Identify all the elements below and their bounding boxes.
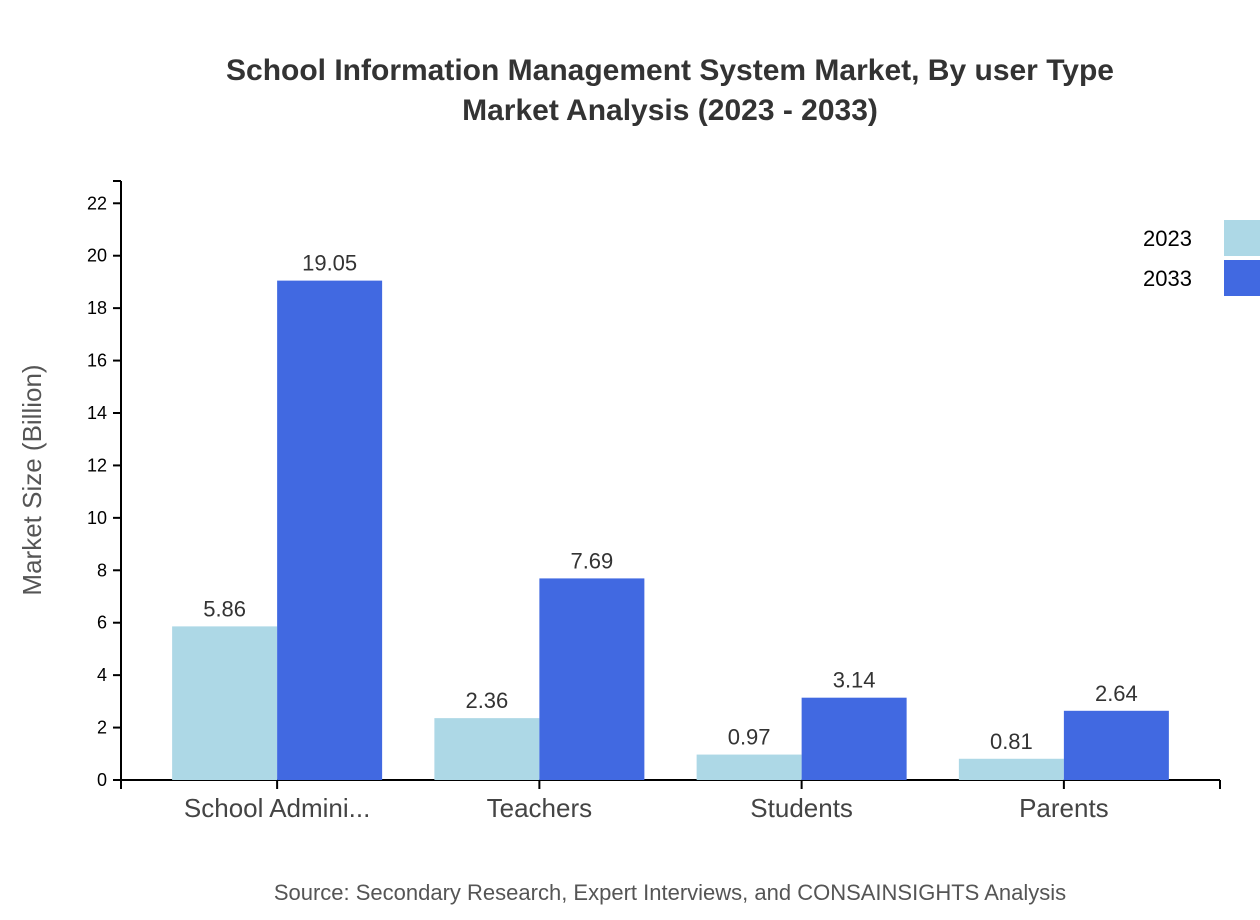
data-label: 19.05: [302, 251, 357, 276]
legend-swatch-2033: [1224, 260, 1260, 296]
y-tick-label: 2: [97, 718, 107, 738]
y-tick-label: 6: [97, 613, 107, 633]
chart-title-line-1: School Information Management System Mar…: [226, 54, 1114, 87]
data-label: 2.64: [1095, 681, 1138, 706]
y-tick-label: 20: [87, 246, 107, 266]
y-tick-label: 12: [87, 455, 107, 475]
x-tick-label: School Admini...: [184, 793, 370, 823]
bar-2023: [696, 754, 802, 780]
y-tick-label: 10: [87, 508, 107, 528]
bars: 5.86 19.05 2.36 7.69 0.97 3.14 0.81 2.64: [172, 251, 1169, 780]
data-label: 5.86: [203, 596, 246, 621]
y-tick-label: 14: [87, 403, 107, 423]
bar-2023: [958, 758, 1064, 780]
x-tick-label: Parents: [1019, 793, 1109, 823]
bar-2023: [172, 626, 278, 780]
source-note: Source: Secondary Research, Expert Inter…: [274, 880, 1066, 905]
data-label: 2.36: [465, 688, 508, 713]
y-tick-label: 22: [87, 193, 107, 213]
bar-2023: [434, 718, 540, 780]
y-tick-label: 4: [97, 665, 107, 685]
x-tick-label: Teachers: [487, 793, 593, 823]
data-label: 0.81: [990, 729, 1033, 754]
bar-2033: [539, 578, 645, 780]
y-axis-label: Market Size (Billion): [17, 364, 47, 595]
data-label: 7.69: [570, 548, 613, 573]
bar-2033: [801, 697, 907, 780]
chart-title-line-2: Market Analysis (2023 - 2033): [462, 94, 878, 127]
y-tick-label: 8: [97, 560, 107, 580]
legend-label: 2023: [1143, 226, 1192, 251]
legend: 2023 2033: [1143, 220, 1260, 296]
legend-swatch-2023: [1224, 220, 1260, 256]
y-tick-label: 0: [97, 770, 107, 790]
x-tick-label: Students: [750, 793, 853, 823]
bar-2033: [1063, 710, 1169, 780]
data-label: 3.14: [833, 668, 876, 693]
bar-2033: [277, 280, 383, 780]
y-tick-label: 16: [87, 351, 107, 371]
y-tick-label: 18: [87, 298, 107, 318]
data-label: 0.97: [728, 725, 771, 750]
legend-label: 2033: [1143, 266, 1192, 291]
